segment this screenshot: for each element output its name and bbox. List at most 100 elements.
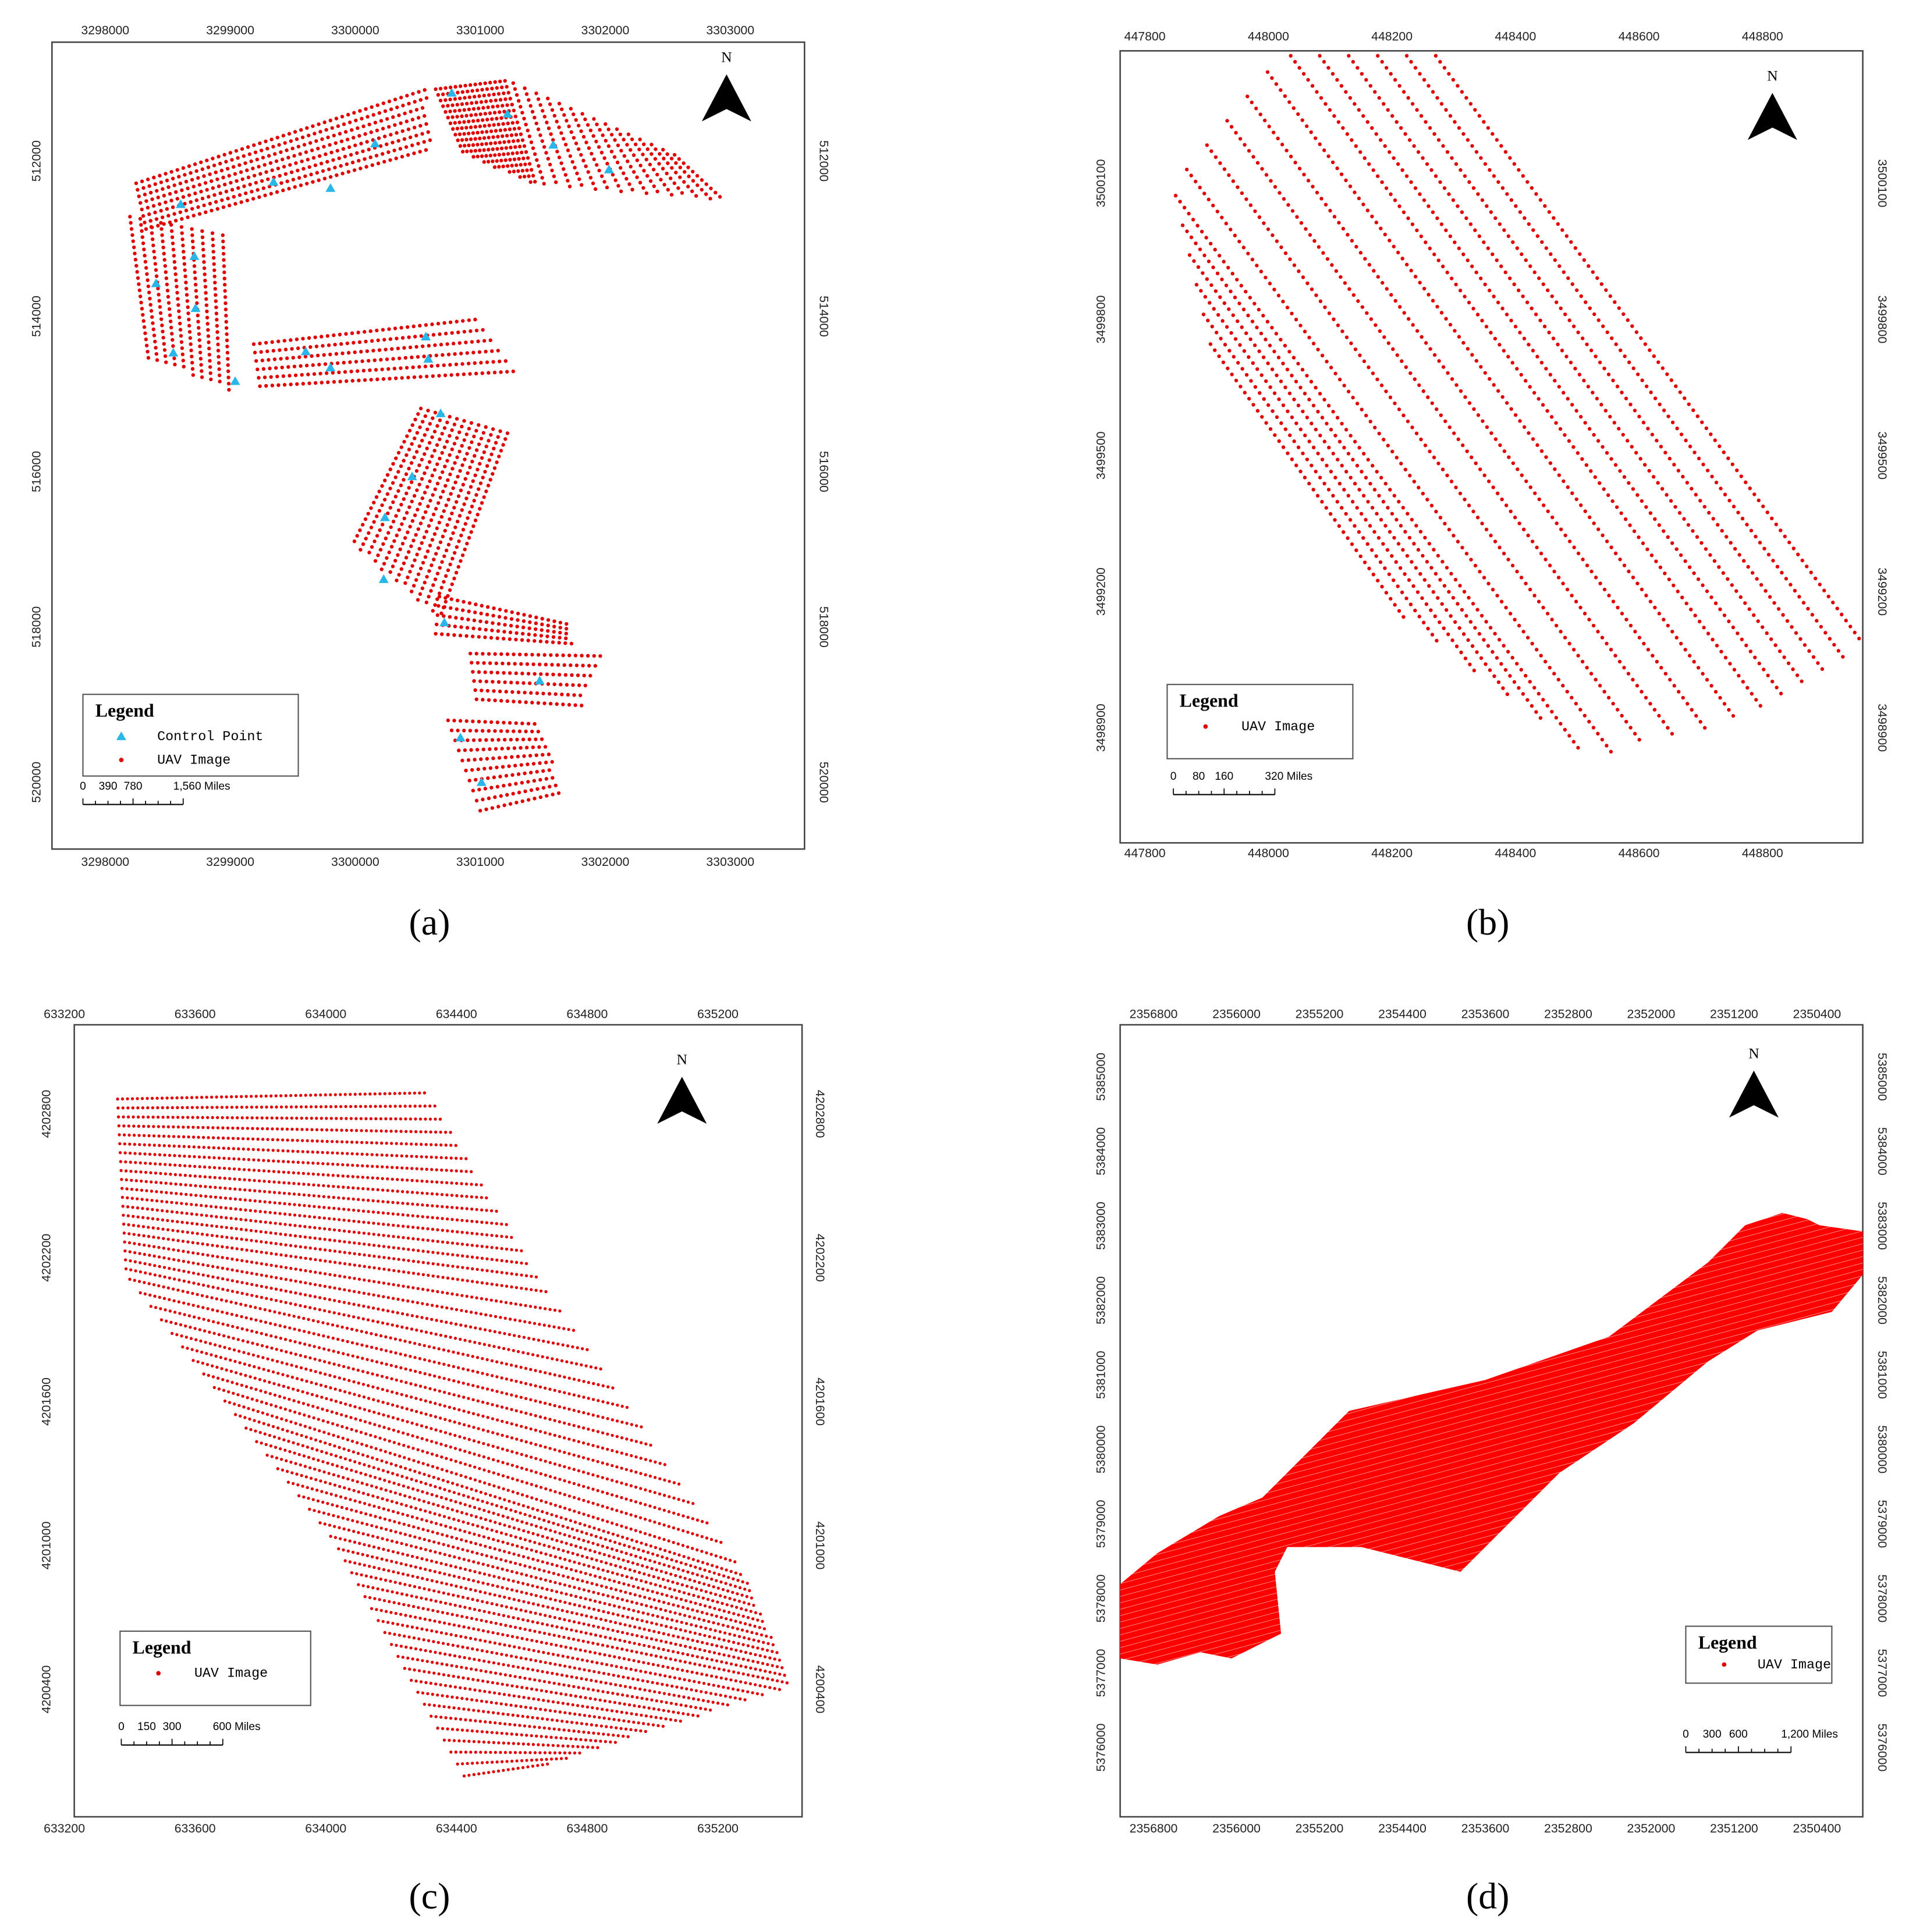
flight-line xyxy=(212,1386,725,1544)
y-tick-label: 3499500 xyxy=(1094,431,1108,480)
flight-line xyxy=(661,148,714,202)
flight-line xyxy=(438,87,471,159)
flight-line xyxy=(124,1267,604,1371)
scale-label: 0 xyxy=(1170,770,1177,783)
flight-line xyxy=(430,1714,634,1739)
scale-label: 80 xyxy=(1193,770,1205,783)
y-tick-label: 5383000 xyxy=(1875,1202,1889,1250)
y-tick-label: 4202800 xyxy=(39,1090,53,1138)
flight-line xyxy=(128,215,151,361)
flight-line xyxy=(580,112,624,194)
flight-line xyxy=(409,423,481,596)
y-tick-label: 3499500 xyxy=(1875,431,1889,480)
flight-line xyxy=(423,1702,651,1734)
control-point xyxy=(325,183,336,192)
flight-line xyxy=(118,1133,461,1148)
flight-line xyxy=(1173,193,1581,751)
x-tick-label: 2356800 xyxy=(1130,1007,1178,1021)
flight-line xyxy=(483,81,517,178)
flight-line xyxy=(139,112,431,205)
y-tick-label: 518000 xyxy=(29,606,43,648)
flight-line xyxy=(1289,54,1766,713)
flight-line xyxy=(254,338,494,363)
flight-line xyxy=(357,1583,790,1678)
control-point xyxy=(421,332,431,340)
flight-line xyxy=(170,1331,670,1468)
x-tick-label: 448000 xyxy=(1248,846,1289,860)
flight-line xyxy=(1184,168,1613,754)
flight-line xyxy=(191,1359,697,1506)
flight-line xyxy=(276,1467,760,1608)
x-tick-label: 3298000 xyxy=(81,855,129,869)
legend-item: UAV Image xyxy=(1241,720,1315,735)
legend-symbol xyxy=(119,758,124,762)
flight-line xyxy=(453,737,546,743)
control-point xyxy=(325,363,336,372)
y-tick-label: 5384000 xyxy=(1094,1127,1108,1175)
flight-line xyxy=(448,86,482,164)
x-tick-label: 3300000 xyxy=(331,23,379,37)
flight-line xyxy=(137,104,430,198)
flight-line xyxy=(1404,54,1845,659)
flight-line xyxy=(233,1413,746,1578)
north-label: N xyxy=(1748,1045,1759,1061)
flight-line xyxy=(1225,119,1676,738)
flight-line xyxy=(471,670,595,678)
flight-line xyxy=(257,359,508,380)
flight-line xyxy=(337,1547,780,1654)
flight-line xyxy=(396,1654,716,1713)
flight-line xyxy=(1180,223,1546,725)
x-tick-label: 635200 xyxy=(697,1007,739,1021)
y-tick-label: 4200400 xyxy=(39,1665,53,1714)
flight-line xyxy=(386,417,459,578)
flight-line xyxy=(478,790,565,813)
y-tick-label: 5382000 xyxy=(1094,1276,1108,1324)
x-tick-label: 635200 xyxy=(697,1821,739,1835)
flight-line xyxy=(120,1187,509,1226)
flight-line xyxy=(134,87,429,186)
control-point xyxy=(604,165,614,173)
control-point xyxy=(189,251,200,260)
y-tick-label: 3498900 xyxy=(1094,704,1108,752)
x-tick-label: 2350400 xyxy=(1793,1007,1842,1021)
flight-line xyxy=(462,1761,553,1778)
control-point xyxy=(379,512,390,521)
flight-line xyxy=(258,369,516,388)
y-tick-label: 516000 xyxy=(817,451,831,492)
x-tick-label: 634400 xyxy=(436,1821,477,1835)
y-tick-label: 516000 xyxy=(29,451,43,492)
flight-line xyxy=(116,1104,437,1110)
flight-line xyxy=(159,1318,657,1448)
x-tick-label: 2354400 xyxy=(1378,1007,1427,1021)
map-panel: 2356800 2356000 2355200 2354400 2353600 23528… xyxy=(1094,1007,1889,1917)
x-tick-label: 634000 xyxy=(305,1007,346,1021)
x-tick-label: 447800 xyxy=(1124,846,1166,860)
flight-line xyxy=(592,117,637,196)
scale-label: 780 xyxy=(124,780,143,793)
flight-line xyxy=(468,83,502,172)
scale-label: 600 xyxy=(1729,1728,1748,1741)
flight-line xyxy=(453,84,487,165)
north-arrow xyxy=(657,1077,707,1124)
x-tick-label: 447800 xyxy=(1124,30,1166,44)
flight-line xyxy=(223,1399,738,1564)
y-tick-label: 5383000 xyxy=(1094,1202,1108,1250)
flight-line xyxy=(1208,342,1407,621)
flight-line xyxy=(318,1521,773,1639)
y-tick-label: 5377000 xyxy=(1094,1649,1108,1697)
flight-line xyxy=(604,122,650,197)
flight-line xyxy=(474,697,584,708)
flight-line xyxy=(122,1231,550,1294)
flight-line xyxy=(123,1258,590,1352)
control-point xyxy=(435,408,446,417)
control-point xyxy=(476,777,487,786)
legend-item: UAV Image xyxy=(157,753,230,768)
y-tick-label: 5379000 xyxy=(1875,1500,1889,1548)
legend-symbol xyxy=(156,1671,161,1676)
y-tick-label: 4202800 xyxy=(813,1090,827,1138)
y-tick-label: 3498900 xyxy=(1875,704,1889,752)
x-tick-label: 633200 xyxy=(44,1821,85,1835)
flight-line xyxy=(626,132,675,198)
legend-title: Legend xyxy=(133,1637,191,1657)
